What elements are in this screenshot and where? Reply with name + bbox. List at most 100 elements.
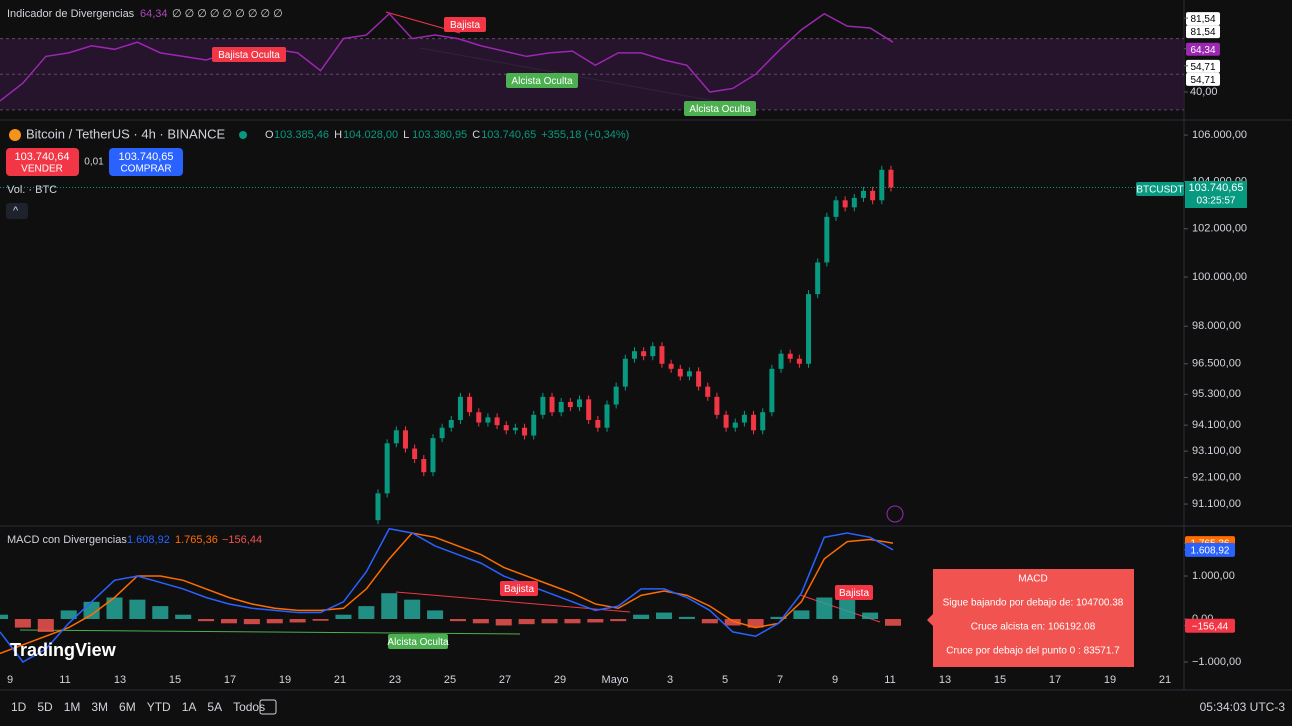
- histogram-bar: [312, 619, 329, 621]
- range-button[interactable]: 5A: [207, 700, 222, 714]
- logo: TradingView: [10, 640, 117, 660]
- histogram-bar: [243, 619, 260, 625]
- signal-line: [0, 532, 894, 655]
- histogram-bar: [427, 610, 444, 620]
- spread: 0,01: [84, 157, 104, 168]
- rsi-axis-label: 64,34: [1190, 45, 1215, 56]
- histogram-bar: [37, 619, 54, 632]
- histogram-bar: [198, 619, 215, 622]
- rsi-annotation-bg: [212, 47, 286, 62]
- histogram-bar: [884, 619, 902, 626]
- rsi-axis-label-bg: [1186, 72, 1220, 86]
- time-label: 3: [667, 674, 673, 686]
- price-tick-label: 98.000,00: [1192, 320, 1241, 332]
- price-tick-label: 94.100,00: [1192, 419, 1241, 431]
- rsi-annotation: Alcista Oculta: [689, 104, 751, 115]
- buy-price[interactable]: 103.740,65: [118, 151, 173, 163]
- range-button[interactable]: Todos: [233, 700, 265, 714]
- range-button[interactable]: 1D: [11, 700, 27, 714]
- histogram-bar: [381, 593, 398, 620]
- time-label: 19: [1104, 674, 1116, 686]
- divergence-line: [19, 629, 521, 635]
- rsi-annotation-bg: [684, 101, 756, 116]
- last-price-bg: [1185, 181, 1247, 208]
- histogram-bar: [587, 619, 604, 623]
- histogram-bar: [335, 614, 352, 620]
- histogram-bar: [541, 619, 558, 624]
- time-label: 17: [1049, 674, 1061, 686]
- time-label: 11: [59, 674, 70, 686]
- tooltip-title: MACD: [1018, 574, 1047, 585]
- histogram-bar: [495, 619, 512, 626]
- rsi-nulls: ∅ ∅ ∅ ∅ ∅ ∅ ∅ ∅ ∅: [172, 8, 283, 20]
- tooltip-bg: [933, 569, 1134, 667]
- ohlc-value: 104.028,00: [343, 129, 398, 141]
- ohlc-value: 103.740,65: [481, 129, 536, 141]
- symbol-tag-bg: [1136, 182, 1184, 196]
- histogram-bar: [152, 606, 169, 620]
- ohlc-value: 103.380,95: [412, 129, 467, 141]
- rsi-value: 64,34: [140, 8, 168, 20]
- tooltip-line: Cruce por debajo del punto 0 : 83571.7: [946, 646, 1120, 657]
- price-tick-label: 95.300,00: [1192, 388, 1241, 400]
- rsi-axis-label: 81,54: [1190, 27, 1215, 38]
- collapse-button[interactable]: [6, 203, 28, 219]
- time-label: 5: [722, 674, 728, 686]
- signal-value: 1.765,36: [175, 534, 218, 546]
- time-label: 13: [939, 674, 951, 686]
- price-tick-label: 96.500,00: [1192, 358, 1241, 370]
- time-label: 15: [994, 674, 1006, 686]
- histogram-bar: [106, 597, 123, 620]
- range-button[interactable]: YTD: [147, 700, 171, 714]
- collapse-icon: ^: [13, 205, 19, 217]
- time-label: 13: [114, 674, 126, 686]
- histogram-bar: [472, 619, 489, 624]
- range-button[interactable]: 1M: [64, 700, 81, 714]
- range-button[interactable]: 6M: [119, 700, 136, 714]
- rsi-line: [0, 12, 894, 102]
- buy-button[interactable]: [109, 148, 183, 176]
- macd-axis-label: −1.000,00: [1192, 656, 1241, 668]
- sell-label[interactable]: VENDER: [21, 164, 63, 175]
- rsi-title: Indicador de Divergencias: [7, 8, 135, 20]
- macd-title: MACD con Divergencias: [7, 534, 127, 546]
- rsi-axis-label-bg: [1186, 59, 1220, 73]
- rsi-axis-label-bg: [1186, 25, 1220, 39]
- sell-button[interactable]: [6, 148, 79, 176]
- histogram-bar: [404, 599, 421, 620]
- time-label: 21: [1159, 674, 1171, 686]
- market-status[interactable]: [239, 131, 247, 139]
- histogram-bar: [633, 614, 650, 620]
- ohlc-key: L: [403, 129, 409, 141]
- macd-annotation-bg: [835, 585, 873, 600]
- histogram-bar: [724, 619, 741, 626]
- rsi-axis-label-bg: [1186, 42, 1220, 56]
- buy-label[interactable]: COMPRAR: [120, 164, 171, 175]
- histogram-bar: [793, 610, 810, 620]
- macd-axis-label-bg: [1185, 542, 1235, 557]
- range-button[interactable]: 3M: [91, 700, 108, 714]
- volume-label: Vol. · BTC: [7, 184, 57, 196]
- rsi-annotation: Bajista Oculta: [218, 50, 280, 61]
- macd-annotation: Alcista Oculta: [387, 637, 449, 648]
- macd-annotation-bg: [388, 634, 448, 649]
- histogram-bar: [747, 619, 764, 628]
- range-button[interactable]: 5D: [37, 700, 53, 714]
- time-label: 27: [499, 674, 511, 686]
- price-change: +355,18 (+0,34%): [541, 129, 629, 141]
- date-range-button[interactable]: [259, 699, 277, 715]
- macd-axis-label: 1.000,00: [1192, 570, 1235, 582]
- histogram-bar: [862, 612, 879, 620]
- range-button[interactable]: 1A: [182, 700, 197, 714]
- price-tick-label: 91.100,00: [1192, 498, 1241, 510]
- histogram-bar: [610, 619, 627, 622]
- alert-icon[interactable]: [886, 505, 904, 523]
- time-label: 9: [7, 674, 13, 686]
- rsi-annotation-bg: [444, 17, 486, 32]
- ohlc-value: 103.385,46: [274, 129, 329, 141]
- clock: 05:34:03 UTC-3: [1200, 700, 1286, 714]
- symbol-tag: BTCUSDT: [1136, 185, 1183, 196]
- time-label: 7: [777, 674, 783, 686]
- last-price: 103.740,65: [1188, 182, 1243, 194]
- sell-price[interactable]: 103.740,64: [14, 151, 69, 163]
